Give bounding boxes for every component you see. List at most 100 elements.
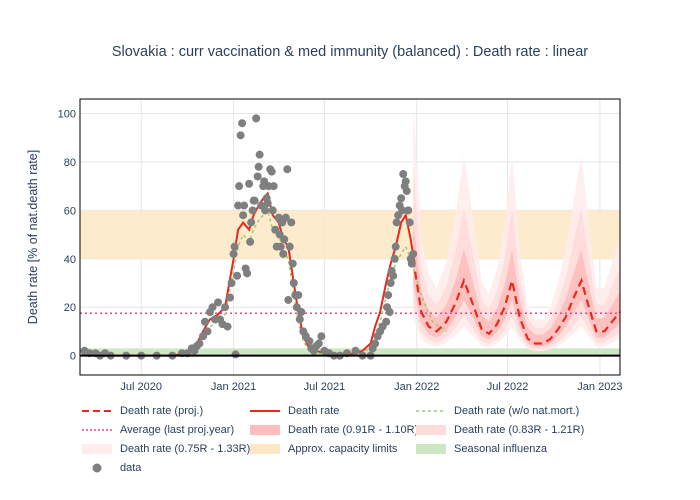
data-point [236,131,245,140]
data-point [221,303,230,312]
legend-swatch-capacity [250,444,280,454]
series-wo-nat-mort-line [80,208,447,357]
data-point [399,170,408,179]
legend-swatch-death-rate [250,410,280,412]
data-point [229,249,238,258]
y-tick-label: 0 [70,351,76,363]
data-point [203,327,212,336]
y-tick-label: 20 [64,302,76,314]
data-point [246,237,255,246]
y-tick-label: 60 [64,205,76,217]
data-point [371,339,380,348]
data-point [279,249,288,258]
data-point [269,182,278,191]
legend-label: Death rate (w/o nat.mort.) [454,405,580,417]
data-point [288,259,297,268]
data-point [295,315,304,324]
capacity-band [80,210,620,259]
data-point [254,162,263,171]
data-point [248,206,257,215]
data-point [268,206,277,215]
data-point [287,218,296,227]
data-point [283,165,292,174]
data-point [389,271,398,280]
legend-swatch-band-083 [416,425,446,435]
data-point [397,194,406,203]
data-point [294,291,303,300]
legend-label: Death rate (0.91R - 1.10R) [288,424,419,436]
y-tick-label: 100 [58,109,76,121]
data-point [384,291,393,300]
data-point [239,211,248,220]
data-point [226,293,235,302]
data-point [390,254,399,263]
data-point [289,279,298,287]
data-point [281,213,290,222]
data-point [386,279,395,287]
y-tick-label: 80 [64,157,76,169]
data-point [391,242,400,251]
data-point [230,242,239,251]
chart-title: Slovakia : curr vaccination & med immuni… [111,44,589,60]
x-tick-label: Jan 2021 [211,381,256,393]
data-point [382,317,391,326]
data-point [407,259,416,268]
legend-label: Death rate (proj.) [120,405,204,417]
data-point [409,249,418,258]
data-point [231,350,240,359]
data-point [245,179,254,188]
data-point [385,308,394,317]
legend-swatch-influenza [416,444,446,454]
data-point [276,242,285,251]
data-point [243,269,252,278]
data-point [235,182,244,191]
data-point [285,242,294,251]
data-point [240,201,249,210]
data-point [223,322,232,331]
legend-label: Average (last proj.year) [120,424,235,436]
x-tick-label: Jul 2021 [304,381,346,393]
legend-swatch-average [82,429,112,431]
legend-swatch-band-075 [82,444,112,454]
data-point [317,332,326,341]
band-091-area [413,220,620,347]
data-point [405,218,414,227]
data-point [284,295,293,304]
data-point [253,172,262,181]
data-point [392,218,401,227]
legend-swatch-proj [82,410,112,412]
data-point [280,235,289,244]
x-tick-label: Jan 2022 [394,381,439,393]
data-point [267,167,276,176]
data-point [234,201,243,210]
data-point [314,339,323,348]
x-tick-label: Jul 2020 [120,381,162,393]
legend-swatch-wo-nat-mort [416,410,446,412]
y-tick-label: 40 [64,254,76,266]
data-point [250,196,259,205]
data-point [398,206,407,215]
plot-frame [79,98,621,376]
data-point [200,317,209,326]
legend-swatch-band-091 [250,425,280,435]
data-point [263,199,272,208]
data-point [404,206,413,215]
legend-label: Death rate (0.83R - 1.21R) [454,424,585,436]
legend-label: data [120,462,142,474]
data-point [402,187,411,195]
data-point [214,298,223,307]
data-point [247,218,256,227]
data-point [261,206,270,215]
data-point [195,339,204,348]
legend-label: Death rate [288,405,340,417]
data-point [297,308,306,317]
legend-label: Death rate (0.75R - 1.33R) [120,443,251,455]
data-point [238,119,247,128]
legend-label: Approx. capacity limits [288,443,398,455]
x-tick-label: Jan 2023 [577,381,622,393]
data-point [401,177,410,186]
data-point [305,337,314,346]
data-point [252,114,261,123]
legend-label: Seasonal influenza [454,443,547,455]
